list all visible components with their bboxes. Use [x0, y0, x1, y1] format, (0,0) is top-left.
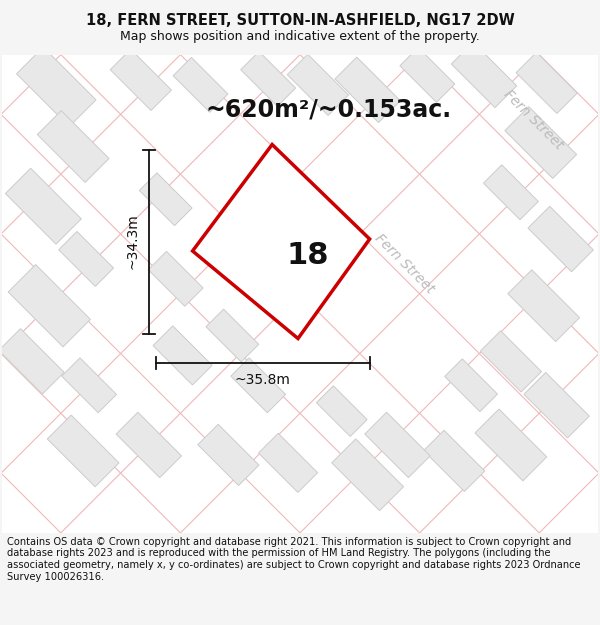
Polygon shape [332, 439, 404, 511]
Polygon shape [451, 42, 517, 107]
Polygon shape [516, 52, 577, 114]
Polygon shape [484, 165, 538, 220]
Polygon shape [505, 107, 577, 178]
Polygon shape [37, 111, 109, 182]
Polygon shape [231, 358, 286, 412]
Polygon shape [206, 309, 259, 362]
Polygon shape [5, 168, 82, 244]
Text: Map shows position and indicative extent of the property.: Map shows position and indicative extent… [120, 30, 480, 43]
Polygon shape [424, 430, 485, 491]
Polygon shape [335, 57, 400, 122]
Polygon shape [148, 251, 203, 306]
Polygon shape [47, 415, 119, 487]
Polygon shape [110, 49, 172, 111]
Polygon shape [193, 144, 370, 339]
Polygon shape [0, 329, 64, 394]
Text: ~35.8m: ~35.8m [235, 373, 290, 388]
Polygon shape [259, 433, 317, 492]
Polygon shape [17, 47, 96, 127]
Text: ~34.3m: ~34.3m [126, 214, 140, 269]
Polygon shape [475, 409, 547, 481]
Polygon shape [198, 424, 259, 486]
Polygon shape [445, 359, 497, 412]
Polygon shape [153, 326, 212, 385]
Text: 18: 18 [287, 241, 329, 271]
Polygon shape [62, 358, 116, 412]
Polygon shape [173, 58, 228, 112]
Polygon shape [241, 51, 296, 106]
Polygon shape [365, 412, 430, 478]
Polygon shape [480, 331, 541, 392]
Polygon shape [528, 206, 593, 272]
Polygon shape [508, 270, 580, 341]
Polygon shape [400, 48, 455, 102]
Polygon shape [316, 386, 367, 436]
Polygon shape [524, 372, 589, 438]
Polygon shape [287, 54, 349, 116]
Text: 18, FERN STREET, SUTTON-IN-ASHFIELD, NG17 2DW: 18, FERN STREET, SUTTON-IN-ASHFIELD, NG1… [86, 13, 514, 28]
Polygon shape [116, 412, 182, 478]
Polygon shape [59, 231, 113, 286]
Polygon shape [8, 264, 91, 347]
Text: ~620m²/~0.153ac.: ~620m²/~0.153ac. [205, 98, 452, 122]
Text: Fern Street: Fern Street [372, 231, 437, 296]
Text: Fern Street: Fern Street [501, 87, 566, 152]
Polygon shape [139, 173, 192, 226]
Text: Contains OS data © Crown copyright and database right 2021. This information is : Contains OS data © Crown copyright and d… [7, 537, 581, 581]
